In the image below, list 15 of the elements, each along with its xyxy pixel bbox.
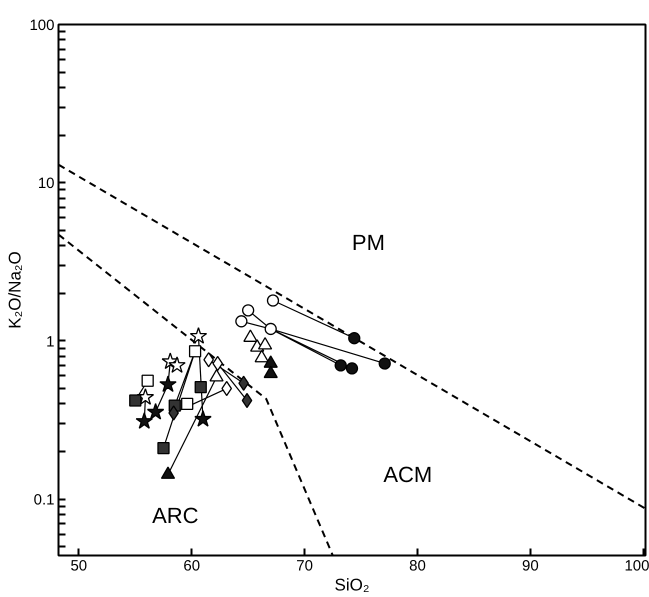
x-tick-label: 60	[183, 558, 200, 574]
y-tick-label: 1	[46, 333, 54, 350]
annotation: ARC	[152, 503, 199, 528]
x-tick-label: 70	[296, 558, 313, 574]
x-tick-label: 50	[70, 558, 88, 574]
x-tick-label: 90	[522, 558, 539, 574]
x-tick-label: 100	[624, 558, 649, 574]
y-tick-label: 100	[29, 17, 55, 34]
y-axis-title: K₂O/Na₂O	[5, 251, 24, 329]
y-tick-label: 0.1	[34, 492, 55, 509]
y-tick-label: 10	[38, 175, 55, 192]
annotation: ACM	[383, 462, 432, 488]
x-axis-title: SiO₂	[334, 576, 370, 594]
x-tick-label: 80	[409, 558, 426, 574]
annotation: PM	[352, 230, 385, 255]
